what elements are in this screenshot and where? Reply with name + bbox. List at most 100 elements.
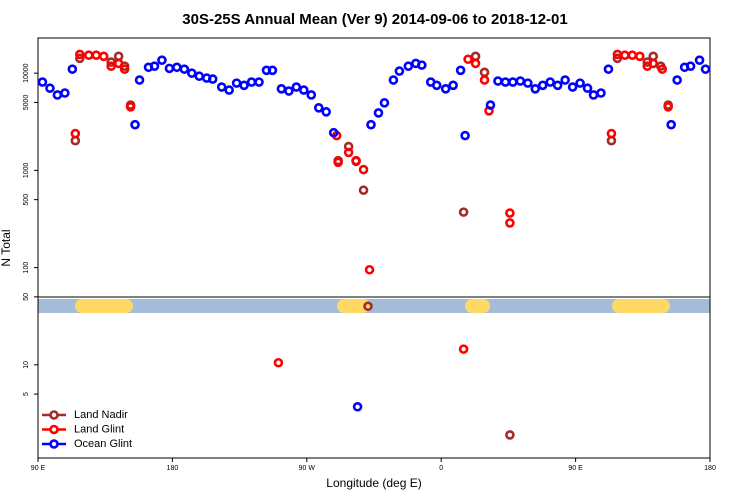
x-tick-label: 90 E bbox=[31, 465, 46, 472]
point bbox=[254, 77, 264, 87]
legend-label: Land Glint bbox=[74, 423, 124, 435]
point bbox=[239, 80, 249, 91]
x-tick-label: 0 bbox=[439, 465, 443, 472]
point bbox=[358, 164, 369, 175]
y-tick-label: 5000 bbox=[23, 95, 30, 111]
point bbox=[313, 103, 324, 113]
point bbox=[373, 108, 384, 118]
point bbox=[463, 54, 473, 65]
point bbox=[505, 430, 515, 440]
point bbox=[125, 102, 136, 112]
point bbox=[448, 80, 458, 91]
point bbox=[113, 58, 124, 69]
series bbox=[70, 51, 673, 440]
point bbox=[364, 264, 375, 275]
point bbox=[545, 77, 556, 87]
point bbox=[431, 80, 442, 91]
point bbox=[567, 82, 578, 92]
point bbox=[75, 53, 85, 64]
point bbox=[500, 77, 511, 87]
point bbox=[179, 64, 190, 74]
point bbox=[343, 147, 354, 158]
point bbox=[458, 344, 469, 354]
point bbox=[657, 64, 668, 74]
point bbox=[164, 63, 175, 74]
point bbox=[194, 71, 205, 82]
point bbox=[91, 50, 102, 61]
point bbox=[394, 66, 405, 76]
point bbox=[537, 80, 548, 91]
point bbox=[366, 119, 376, 130]
land-band bbox=[465, 299, 490, 313]
point bbox=[575, 78, 585, 88]
land-band bbox=[337, 299, 370, 313]
legend-marker bbox=[49, 410, 59, 420]
point bbox=[149, 61, 160, 71]
point bbox=[246, 77, 257, 87]
point bbox=[694, 55, 705, 65]
legend-marker bbox=[49, 424, 59, 435]
y-tick-label: 500 bbox=[23, 194, 30, 206]
point bbox=[635, 51, 645, 62]
point bbox=[596, 88, 606, 98]
point bbox=[333, 157, 343, 168]
point bbox=[351, 155, 361, 166]
y-tick-label: 50 bbox=[23, 293, 30, 301]
point bbox=[363, 301, 373, 312]
y-tick-label: 10 bbox=[23, 361, 30, 369]
legend-label: Land Nadir bbox=[74, 409, 128, 421]
point bbox=[216, 82, 227, 92]
point bbox=[612, 53, 623, 64]
point bbox=[172, 62, 182, 73]
x-tick-label: 90 E bbox=[568, 465, 583, 472]
point bbox=[291, 82, 302, 92]
point bbox=[515, 76, 526, 86]
point bbox=[75, 49, 85, 60]
point bbox=[388, 75, 399, 85]
point bbox=[52, 90, 63, 100]
point bbox=[685, 61, 696, 71]
point bbox=[603, 64, 614, 74]
x-axis-label: Longitude (deg E) bbox=[326, 476, 421, 490]
point bbox=[493, 76, 503, 86]
point bbox=[666, 119, 676, 130]
point bbox=[606, 128, 617, 139]
point bbox=[552, 80, 563, 91]
point bbox=[523, 78, 533, 88]
point bbox=[37, 77, 48, 87]
point bbox=[299, 85, 309, 95]
point bbox=[440, 84, 451, 94]
point bbox=[403, 61, 414, 71]
point bbox=[284, 86, 294, 96]
ocean-band bbox=[38, 299, 710, 313]
point bbox=[67, 64, 78, 74]
point bbox=[45, 83, 55, 94]
point bbox=[505, 218, 515, 228]
point bbox=[672, 75, 682, 85]
point bbox=[700, 64, 711, 74]
x-tick-label: 180 bbox=[167, 465, 179, 472]
land-band bbox=[612, 299, 670, 313]
point bbox=[530, 84, 541, 94]
series bbox=[70, 49, 673, 368]
point bbox=[627, 50, 638, 61]
point bbox=[130, 119, 140, 130]
point bbox=[276, 84, 287, 94]
point bbox=[119, 64, 130, 74]
y-tick-label: 1000 bbox=[23, 162, 30, 178]
point bbox=[207, 74, 218, 84]
point bbox=[416, 60, 427, 70]
point bbox=[505, 208, 515, 218]
point bbox=[663, 102, 673, 112]
point bbox=[648, 58, 659, 69]
point bbox=[306, 90, 317, 100]
point bbox=[98, 51, 109, 62]
point bbox=[455, 65, 466, 76]
y-tick-label: 5 bbox=[23, 392, 30, 396]
point bbox=[60, 88, 70, 98]
surface-band bbox=[38, 299, 710, 313]
land-band bbox=[75, 299, 133, 313]
chart-title: 30S-25S Annual Mean (Ver 9) 2014-09-06 t… bbox=[182, 11, 567, 28]
point bbox=[460, 130, 470, 141]
